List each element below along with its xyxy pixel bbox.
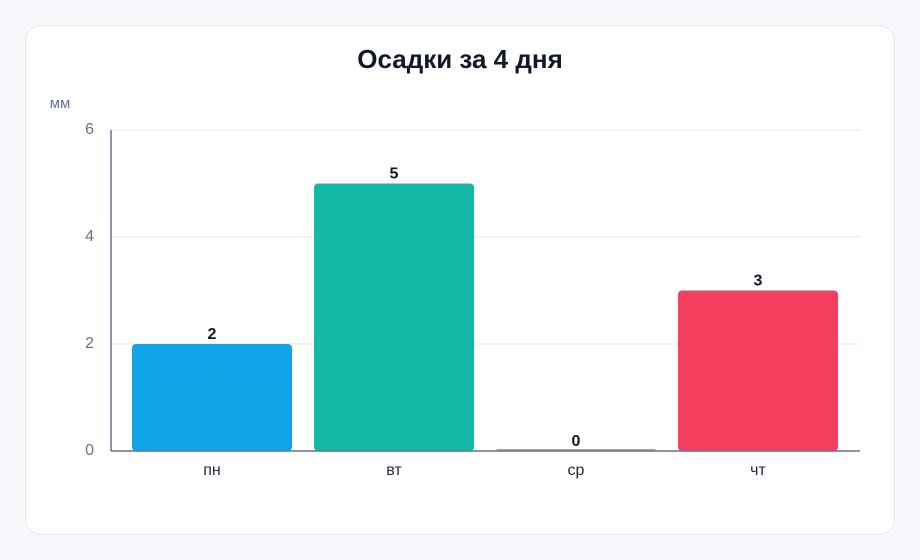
y-axis-label: мм [50,95,71,112]
x-tick-label: пн [203,462,221,479]
x-tick-label: вт [386,462,402,479]
x-tick-label: чт [750,462,766,479]
value-label: 0 [572,433,581,450]
chart-title: Осадки за 4 дня [357,44,563,74]
y-tick-label: 2 [85,335,94,352]
value-label: 3 [754,273,763,290]
value-label: 2 [208,326,217,343]
y-tick-label: 6 [85,121,94,138]
value-label: 5 [390,166,399,183]
bar [678,290,838,451]
x-tick-label: ср [568,462,585,479]
bar [314,183,474,451]
bar [132,344,292,451]
y-tick-label: 0 [85,442,94,459]
y-tick-label: 4 [85,228,94,245]
